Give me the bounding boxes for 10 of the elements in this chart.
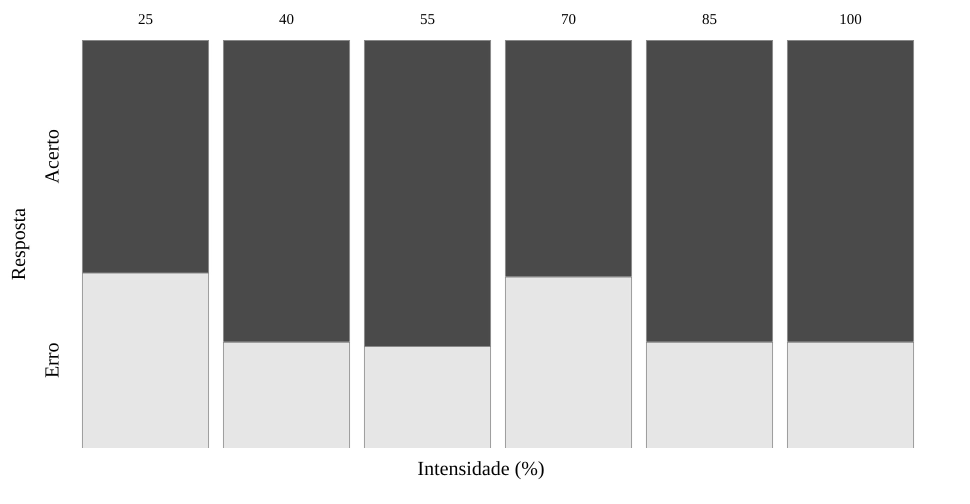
x-tick-label: 85: [702, 12, 717, 28]
y-axis-title: Resposta: [8, 208, 31, 281]
x-tick-label: 70: [561, 12, 576, 28]
text: Erro: [41, 342, 64, 378]
x-tick-label: 25: [138, 12, 153, 28]
x-tick-label: 40: [279, 12, 294, 28]
text: Acerto: [41, 129, 64, 184]
x-tick-label: 55: [420, 12, 435, 28]
x-axis-title: Intensidade (%): [417, 458, 545, 481]
x-tick-label: 100: [839, 12, 862, 28]
